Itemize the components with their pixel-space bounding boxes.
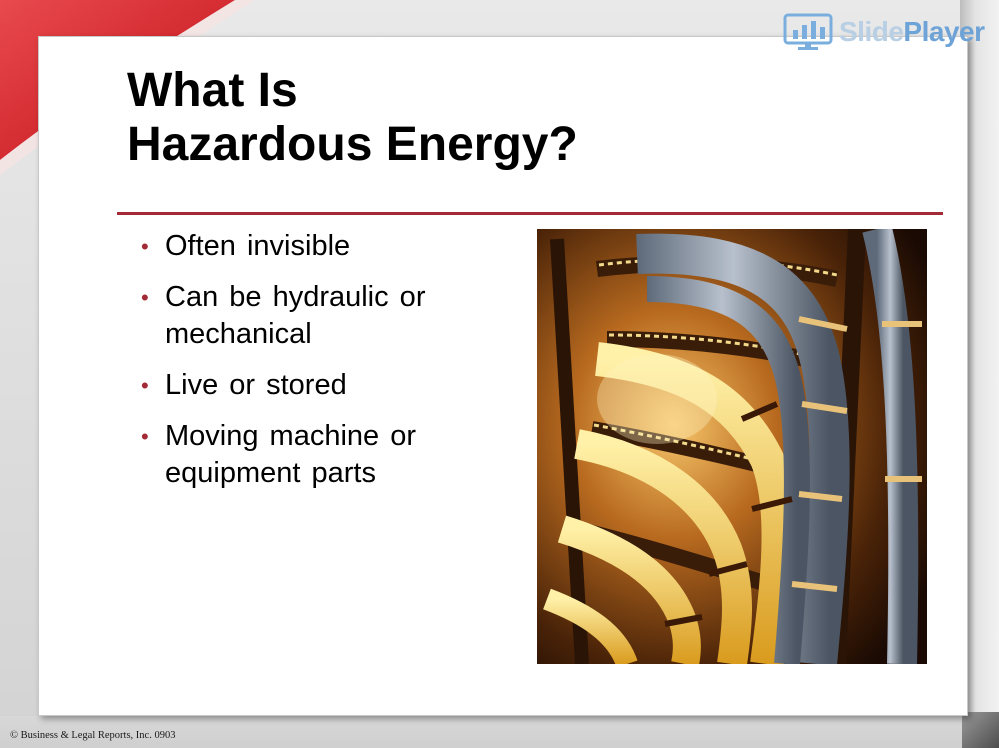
bullet-item: • Can be hydraulic or mechanical <box>141 279 491 353</box>
bullet-list: • Often invisible • Can be hydraulic or … <box>141 228 491 506</box>
copyright-text: © Business & Legal Reports, Inc. 0903 <box>10 730 176 741</box>
slideplayer-watermark: SlidePlayer <box>783 12 985 52</box>
bullet-icon: • <box>141 424 149 449</box>
watermark-text: SlidePlayer <box>839 18 985 46</box>
bullet-text: Live or stored <box>165 369 347 401</box>
corner-decoration <box>962 712 999 748</box>
title-line-2: Hazardous Energy? <box>127 117 578 171</box>
watermark-player: Player <box>903 16 985 47</box>
bullet-text: Can be hydraulic or mechanical <box>165 281 426 350</box>
cable-bundles-photo <box>537 229 927 664</box>
bullet-icon: • <box>141 234 149 259</box>
title-divider <box>117 212 943 215</box>
bullet-icon: • <box>141 285 149 310</box>
bullet-item: • Moving machine or equipment parts <box>141 418 491 492</box>
footer-strip <box>0 716 999 748</box>
bullet-item: • Often invisible <box>141 228 491 265</box>
bullet-text: Often invisible <box>165 230 351 262</box>
cable-rack-illustration <box>537 229 927 664</box>
watermark-slide: Slide <box>839 16 904 47</box>
bullet-text: Moving machine or equipment parts <box>165 420 416 489</box>
title-line-1: What Is <box>127 64 298 117</box>
slide-title: What Is Hazardous Energy? <box>127 64 578 172</box>
bullet-item: • Live or stored <box>141 367 491 404</box>
presentation-chart-icon <box>783 13 833 50</box>
bullet-icon: • <box>141 373 149 398</box>
